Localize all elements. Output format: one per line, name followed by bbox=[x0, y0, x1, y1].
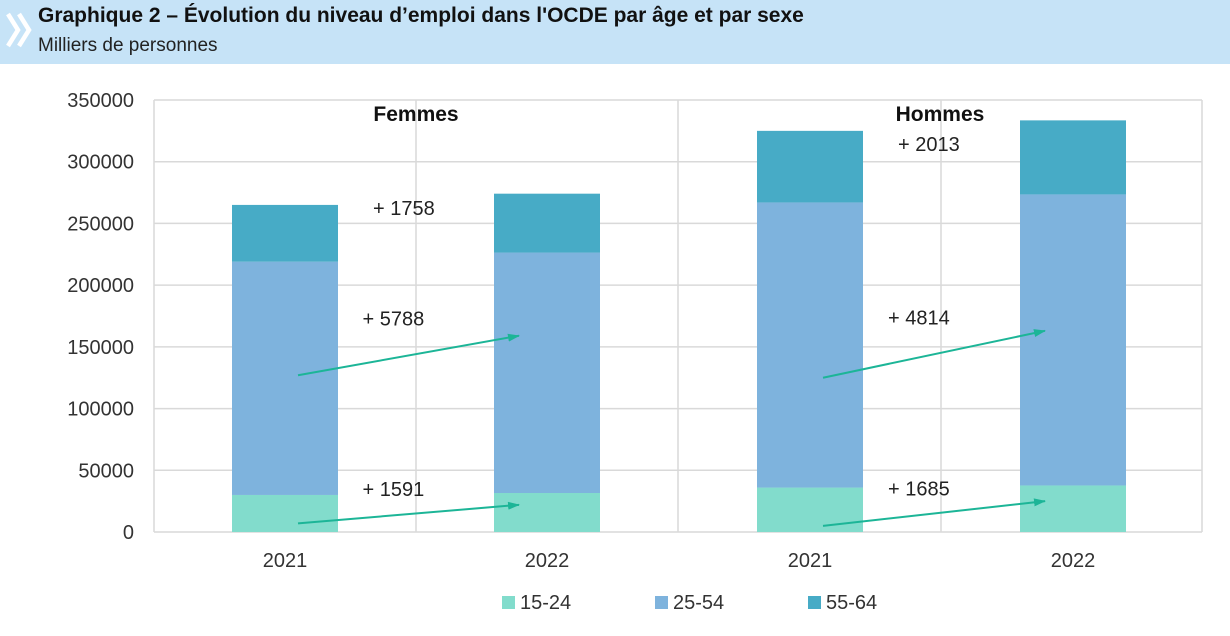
bar-55-64-2022 bbox=[1020, 120, 1126, 195]
change-arrow bbox=[822, 329, 1046, 379]
change-arrow bbox=[297, 501, 520, 525]
chart-title: Graphique 2 – Évolution du niveau d’empl… bbox=[38, 4, 804, 27]
change-annotation: + 1685 bbox=[888, 478, 950, 500]
y-tick-label: 0 bbox=[123, 522, 134, 544]
bar-25-54-2022 bbox=[1020, 194, 1126, 486]
bar-25-54-2022 bbox=[494, 252, 600, 493]
y-tick-label: 250000 bbox=[67, 213, 134, 235]
x-tick-label: 2021 bbox=[263, 550, 308, 572]
panel-label: Hommes bbox=[896, 103, 985, 126]
legend-swatch-15-24 bbox=[502, 596, 515, 609]
x-tick-label: 2022 bbox=[525, 550, 570, 572]
legend-swatch-55-64 bbox=[808, 596, 821, 609]
legend-label: 55-64 bbox=[826, 592, 877, 614]
panel-label: Femmes bbox=[373, 103, 458, 126]
change-annotation: + 1591 bbox=[363, 479, 425, 501]
legend-swatch-25-54 bbox=[655, 596, 668, 609]
chart-header: Graphique 2 – Évolution du niveau d’empl… bbox=[0, 0, 1230, 64]
y-tick-label: 300000 bbox=[67, 152, 134, 174]
change-arrow bbox=[297, 333, 520, 377]
y-tick-label: 100000 bbox=[67, 399, 134, 421]
change-annotation: + 2013 bbox=[898, 134, 960, 156]
bar-15-24-2021 bbox=[757, 487, 863, 532]
change-annotation: + 1758 bbox=[373, 198, 435, 220]
bar-15-24-2022 bbox=[1020, 485, 1126, 532]
chart-subtitle: Milliers de personnes bbox=[38, 35, 218, 56]
bar-55-64-2021 bbox=[232, 204, 338, 262]
y-tick-label: 200000 bbox=[67, 275, 134, 297]
double-chevron-icon bbox=[6, 12, 32, 48]
change-annotation: + 5788 bbox=[363, 308, 425, 330]
x-tick-label: 2021 bbox=[788, 550, 833, 572]
bar-55-64-2021 bbox=[757, 130, 863, 203]
x-tick-label: 2022 bbox=[1051, 550, 1096, 572]
bar-25-54-2021 bbox=[232, 261, 338, 495]
stacked-bar-chart: 0 50000 100000 150000 200000 250000 300000 3500… bbox=[67, 90, 1203, 614]
legend-label: 15-24 bbox=[520, 592, 571, 614]
bar-15-24-2022 bbox=[494, 492, 600, 532]
change-annotation: + 4814 bbox=[888, 307, 950, 329]
bar-15-24-2021 bbox=[232, 494, 338, 532]
bar-25-54-2021 bbox=[757, 202, 863, 488]
y-tick-label: 50000 bbox=[78, 460, 134, 482]
legend-label: 25-54 bbox=[673, 592, 724, 614]
y-tick-label: 350000 bbox=[67, 90, 134, 112]
change-arrow bbox=[822, 498, 1046, 527]
bar-55-64-2022 bbox=[494, 193, 600, 253]
y-tick-label: 150000 bbox=[67, 337, 134, 359]
